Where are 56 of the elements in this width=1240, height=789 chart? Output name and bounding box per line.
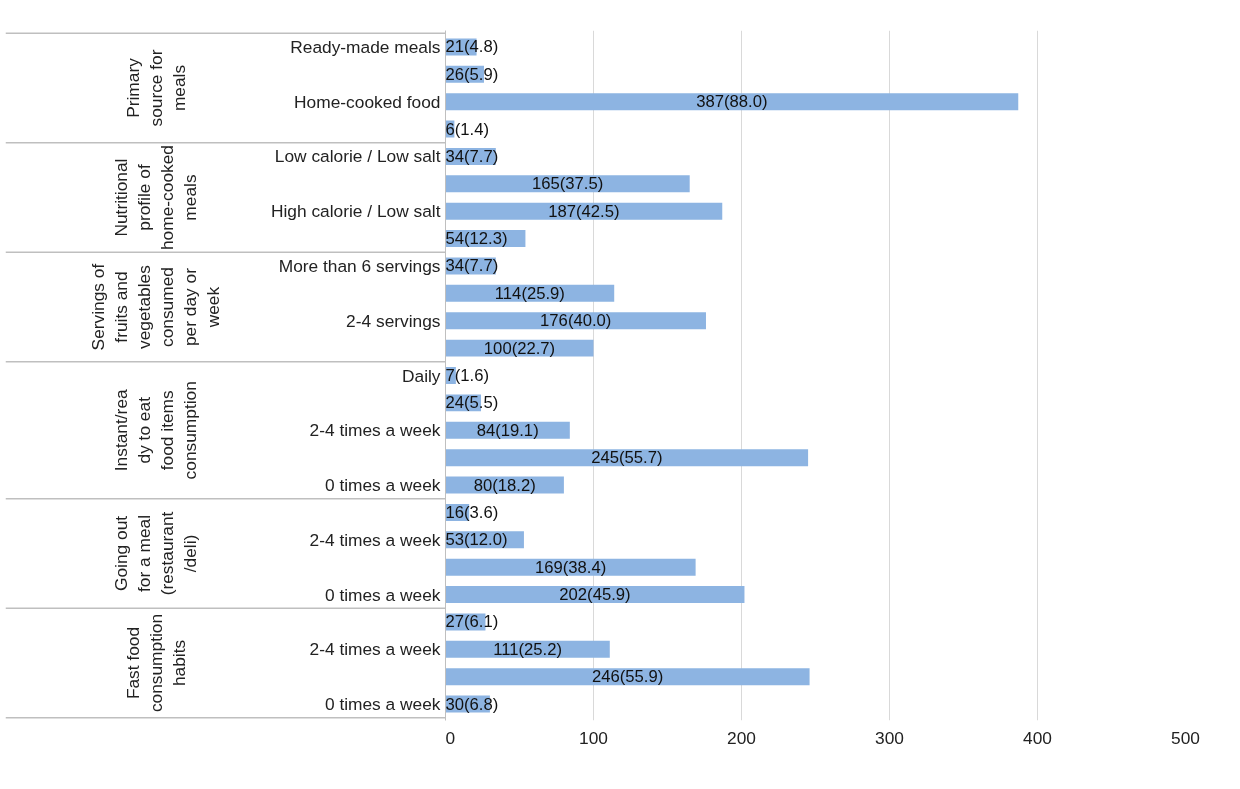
data-label: 34(7.7) [445, 256, 499, 276]
data-label: 202(45.9) [559, 585, 631, 605]
bar [445, 449, 809, 467]
bar [445, 312, 706, 330]
y-tick-label: 0 times a week [324, 584, 441, 605]
y-tick-label: Ready-made meals [290, 36, 441, 57]
x-tick-label: 400 [1023, 727, 1052, 748]
data-label: 24(5.5) [445, 393, 499, 413]
data-label: 54(12.3) [445, 229, 508, 249]
text: Nutritional profile of home-cooked meals [111, 145, 200, 251]
text: Fast food consumption habits [122, 613, 189, 713]
y-tick-label: Low calorie / Low salt [274, 146, 441, 167]
x-tick-label: 0 [445, 727, 456, 748]
data-label: 27(6.1) [445, 612, 499, 632]
data-label: 246(55.9) [591, 667, 664, 687]
data-label: 34(7.7) [445, 146, 499, 166]
bar [445, 93, 1019, 111]
x-tick-label: 300 [875, 727, 904, 748]
y-tick-label: Home-cooked food [294, 91, 441, 112]
y-tick-label: More than 6 servings [278, 255, 441, 276]
data-label: 80(18.2) [473, 475, 536, 495]
x-tick-label: 100 [579, 727, 608, 748]
data-label: 84(19.1) [476, 420, 539, 440]
x-tick-label: 200 [727, 727, 756, 748]
data-label: 26(5.9) [445, 64, 499, 84]
data-label: 30(6.8) [445, 694, 499, 714]
data-label: 114(25.9) [494, 283, 565, 303]
data-label: 165(37.5) [531, 174, 604, 194]
y-tick-label: 0 times a week [324, 694, 441, 715]
data-label: 169(38.4) [534, 557, 607, 577]
data-label: 53(12.0) [445, 530, 508, 550]
data-label: 21(4.8) [445, 37, 499, 57]
data-label: 187(42.5) [548, 201, 620, 221]
text: Instant/ready to eat food items consumption [111, 381, 200, 480]
data-label: 387(88.0) [696, 92, 768, 112]
data-label: 6(1.4) [445, 119, 490, 139]
data-label: 111(25.2) [493, 639, 563, 659]
data-label: 245(55.7) [591, 448, 663, 468]
text: Primary source for meals [122, 49, 189, 127]
bar [445, 202, 723, 220]
data-label: 7(1.6) [445, 366, 490, 385]
y-tick-label: 2-4 times a week [309, 639, 441, 660]
y-tick-label: 2-4 times a week [309, 529, 441, 550]
y-tick-label: 2-4 times a week [309, 420, 441, 441]
y-tick-label: High calorie / Low salt [270, 201, 441, 222]
bar [445, 668, 810, 686]
y-tick-label: Daily [401, 365, 441, 386]
data-label: 100(22.7) [483, 338, 556, 358]
x-tick-label: 500 [1171, 727, 1200, 748]
y-tick-label: 0 times a week [324, 475, 441, 496]
data-label: 176(40.0) [540, 311, 612, 331]
text: Servings of fruits and vegetables consumed per day or week [88, 263, 223, 351]
text: Going out for a meal (restaurant /deli) [111, 511, 200, 596]
y-tick-label: 2-4 servings [346, 310, 441, 331]
data-label: 16(3.6) [445, 502, 499, 522]
bar [445, 586, 745, 604]
